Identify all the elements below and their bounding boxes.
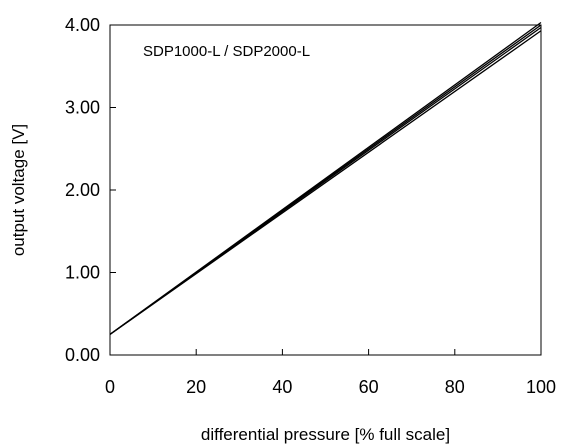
plot-area [109,24,542,356]
x-tick-label: 20 [186,377,206,397]
x-tick-label: 60 [359,377,379,397]
y-tick-label: 2.00 [65,180,100,200]
x-tick-label: 40 [272,377,292,397]
y-tick-label: 4.00 [65,15,100,35]
y-tick-label: 3.00 [65,98,100,118]
y-axis-label: output voltage [V] [9,124,28,256]
annotation: SDP1000-L / SDP2000-L [143,43,310,60]
x-tick-label: 0 [105,377,115,397]
x-tick-label: 80 [445,377,465,397]
y-tick-label: 0.00 [65,345,100,365]
series-line-4 [109,21,542,335]
x-axis-label: differential pressure [% full scale] [201,425,450,444]
x-tick-label: 100 [526,377,556,397]
series-group [109,21,542,335]
y-tick-label: 1.00 [65,263,100,283]
ticks: 0 20 40 60 80 100 0.00 1.00 2.00 3.00 4.00 [65,15,556,397]
